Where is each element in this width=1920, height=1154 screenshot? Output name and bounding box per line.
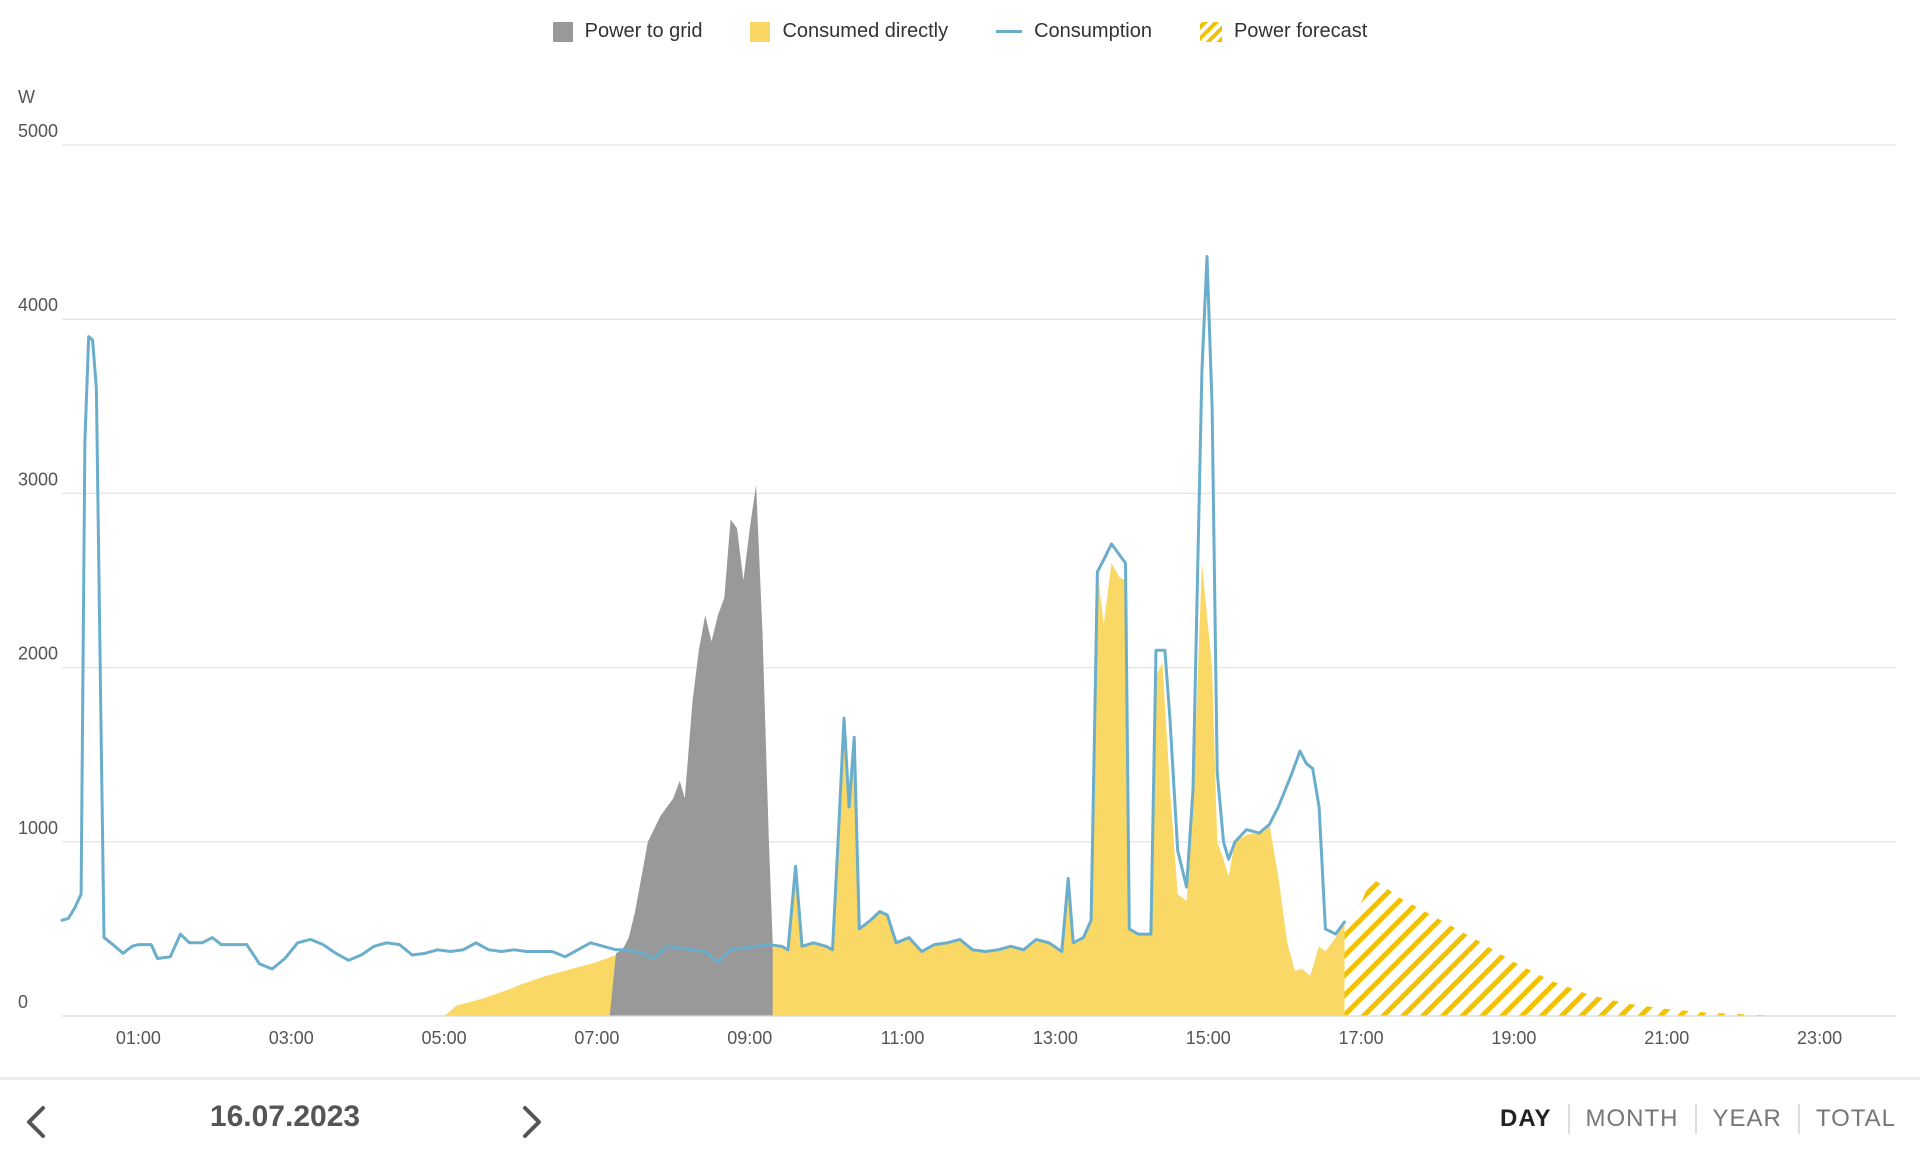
y-tick-label: 4000: [18, 295, 58, 315]
legend-label-power-forecast: Power forecast: [1233, 20, 1368, 42]
x-tick-label: 17:00: [1339, 1028, 1384, 1048]
next-day-button[interactable]: [514, 1102, 550, 1142]
x-tick-label: 01:00: [116, 1028, 161, 1048]
period-tabs: DAY MONTH YEAR TOTAL: [1484, 1104, 1912, 1134]
consumption-swatch: [996, 30, 1023, 33]
x-tick-label: 03:00: [269, 1028, 314, 1048]
previous-day-button[interactable]: [18, 1102, 54, 1142]
consumed-directly-area: [444, 563, 1345, 1016]
legend-item-power-to-grid[interactable]: Power to grid: [552, 20, 703, 43]
x-tick-label: 11:00: [881, 1028, 925, 1048]
x-tick-label: 21:00: [1644, 1028, 1689, 1048]
power-chart: 0 1000 2000 3000 4000 5000 W 01:00 03:00 05:00 07:…: [18, 87, 1896, 1048]
y-tick-label: 0: [18, 992, 28, 1012]
x-tick-label: 19:00: [1491, 1028, 1536, 1048]
y-tick-label: 3000: [18, 469, 58, 489]
y-axis-unit: W: [18, 87, 35, 107]
tab-divider: [1797, 1104, 1800, 1134]
legend-label-consumed-directly: Consumed directly: [782, 20, 949, 42]
power-to-grid-area: [609, 484, 773, 1016]
legend-item-power-forecast[interactable]: Power forecast: [1199, 20, 1368, 43]
legend-item-consumption[interactable]: Consumption: [996, 20, 1152, 43]
power-to-grid-swatch: [552, 21, 573, 42]
chevron-right-icon: [523, 1106, 541, 1138]
x-tick-label: 05:00: [422, 1028, 467, 1048]
tab-divider: [1567, 1104, 1570, 1134]
current-date: 16.07.2023: [209, 1100, 361, 1133]
x-tick-label: 09:00: [727, 1028, 772, 1048]
power-forecast-area: [1344, 878, 1782, 1016]
footer-bar: 16.07.2023 DAY MONTH YEAR TOTAL: [0, 1077, 1920, 1154]
x-tick-label: 07:00: [574, 1028, 619, 1048]
legend-item-consumed-directly[interactable]: Consumed directly: [750, 20, 948, 43]
x-tick-label: 15:00: [1186, 1028, 1231, 1048]
tab-month[interactable]: MONTH: [1585, 1105, 1679, 1132]
tab-total[interactable]: TOTAL: [1815, 1105, 1896, 1132]
consumed-directly-swatch: [750, 21, 771, 42]
chevron-left-icon: [27, 1106, 45, 1138]
x-tick-label: 23:00: [1797, 1028, 1842, 1048]
power-forecast-swatch: [1199, 21, 1222, 42]
legend-label-consumption: Consumption: [1034, 20, 1152, 42]
y-tick-label: 2000: [18, 644, 58, 664]
tab-divider: [1694, 1104, 1697, 1134]
consumption-line: [60, 255, 1346, 971]
tab-day[interactable]: DAY: [1500, 1105, 1552, 1132]
y-tick-label: 5000: [18, 121, 58, 141]
y-tick-label: 1000: [18, 818, 58, 838]
legend-label-power-to-grid: Power to grid: [584, 20, 703, 42]
chart-legend: Power to grid Consumed directly Consumpt…: [0, 20, 1920, 43]
tab-year[interactable]: YEAR: [1712, 1105, 1782, 1132]
x-tick-label: 13:00: [1033, 1028, 1078, 1048]
